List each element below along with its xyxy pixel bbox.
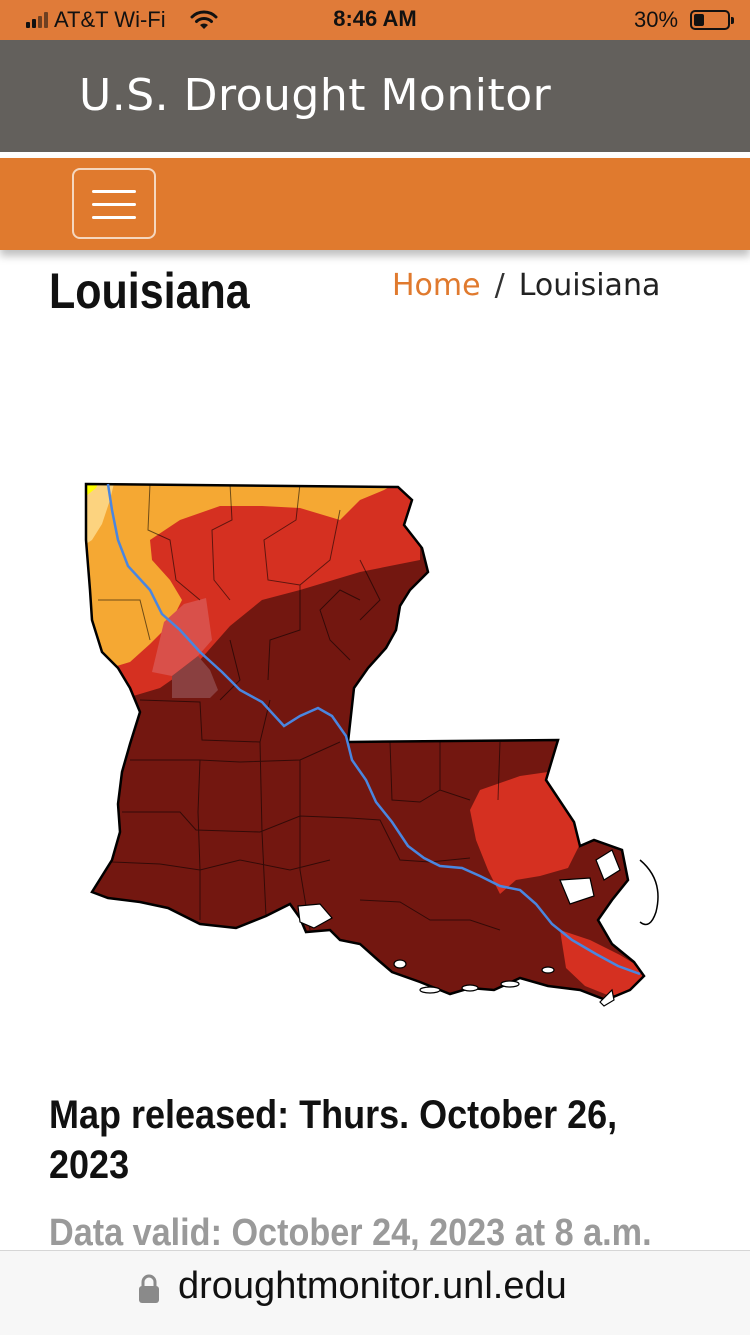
map-area-d0 <box>86 484 102 498</box>
status-time: 8:46 AM <box>333 6 417 31</box>
menu-toggle-button[interactable] <box>72 168 156 239</box>
site-title[interactable]: U.S. Drought Monitor <box>79 70 552 121</box>
data-valid-date: Data valid: October 24, 2023 at 8 a.m. <box>49 1212 652 1254</box>
status-bar: AT&T Wi-Fi 8:46 AM 30% <box>0 0 750 40</box>
nav-bar <box>0 158 750 250</box>
wifi-icon <box>190 10 218 29</box>
map-released-date: Map released: Thurs. October 26, 2023 <box>49 1093 618 1187</box>
battery-percent: 30% <box>634 7 679 32</box>
site-header: U.S. Drought Monitor <box>0 40 750 152</box>
parish-boundaries <box>98 484 501 931</box>
lock-icon <box>139 1274 159 1303</box>
browser-url-bar[interactable]: droughtmonitor.unl.edu <box>0 1250 750 1335</box>
map-area-d3-patch <box>152 598 212 676</box>
url-text[interactable]: droughtmonitor.unl.edu <box>178 1265 567 1307</box>
carrier-label: AT&T Wi-Fi <box>54 7 166 32</box>
map-area-d2-north <box>86 484 410 668</box>
header-divider <box>0 152 750 158</box>
mississippi-river <box>106 483 641 976</box>
breadcrumb-home-link[interactable]: Home <box>392 268 481 303</box>
breadcrumb-separator: / <box>494 268 505 303</box>
map-area-d3-southeast <box>470 772 582 894</box>
battery-level <box>694 14 704 26</box>
page-title: Louisiana <box>49 263 250 319</box>
signal-icon <box>26 12 48 28</box>
louisiana-drought-map[interactable] <box>80 475 680 1015</box>
coastal-islands <box>297 849 621 1007</box>
breadcrumb: Home / Louisiana <box>392 268 660 303</box>
battery-icon <box>690 10 734 30</box>
chandeleur-islands <box>639 859 659 926</box>
breadcrumb-current: Louisiana <box>518 268 661 303</box>
map-area-patch-mixed <box>172 656 218 698</box>
